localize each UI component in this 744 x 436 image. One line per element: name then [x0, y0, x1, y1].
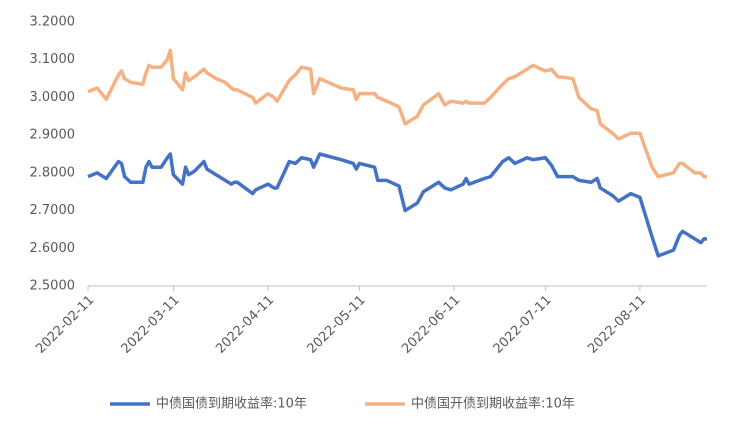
y-tick-label: 3.1000	[30, 52, 76, 67]
x-tick-label: 2022-03-11	[119, 293, 183, 357]
y-tick-label: 3.0000	[30, 90, 76, 105]
y-tick-label: 2.9000	[30, 128, 76, 143]
y-tick-label: 2.7000	[30, 203, 76, 218]
y-tick-label: 2.5000	[30, 279, 76, 294]
x-tick-label: 2022-07-11	[491, 293, 555, 357]
y-tick-label: 3.2000	[30, 15, 76, 30]
x-tick-label: 2022-08-11	[585, 293, 649, 357]
x-tick-label: 2022-05-11	[305, 293, 369, 357]
legend-label: 中债国开债到期收益率:10年	[411, 396, 575, 412]
y-tick-label: 2.6000	[30, 241, 76, 256]
series-line	[87, 152, 707, 258]
y-tick-label: 2.8000	[30, 165, 76, 180]
x-tick-label: 2022-02-11	[33, 293, 97, 357]
x-tick-label: 2022-06-11	[399, 293, 463, 357]
legend-label: 中债国债到期收益率:10年	[156, 396, 307, 412]
series-line	[87, 48, 707, 179]
x-tick-label: 2022-04-11	[213, 293, 277, 357]
